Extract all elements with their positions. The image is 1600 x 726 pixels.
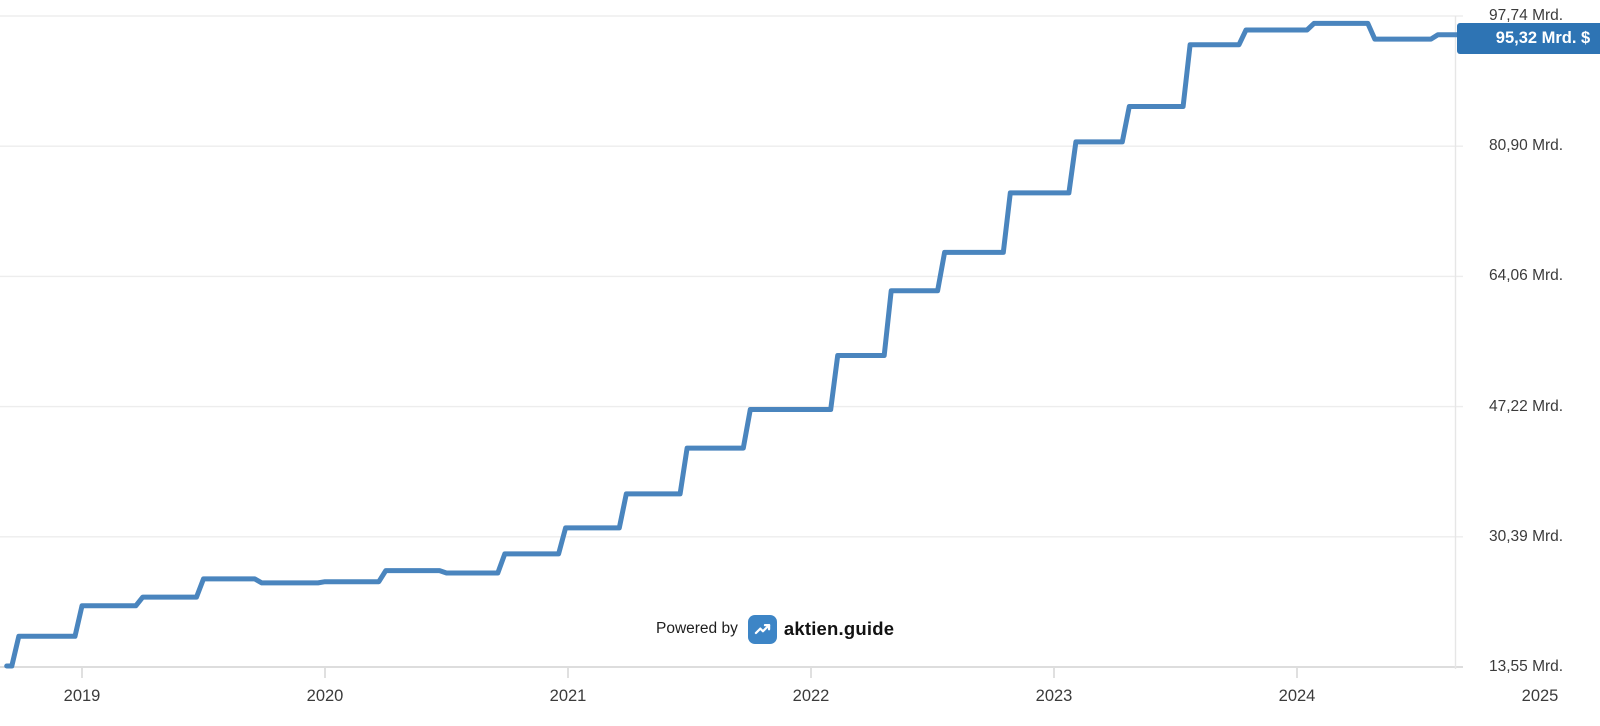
x-axis-label: 2019 — [63, 687, 101, 705]
y-axis-label: 47,22 Mrd. — [1489, 397, 1564, 415]
x-axis-label: 2020 — [306, 687, 344, 705]
last-value-label: 95,32 Mrd. $ — [1495, 29, 1591, 47]
x-axis-label: 2021 — [549, 687, 587, 705]
x-axis-label: 2023 — [1035, 687, 1073, 705]
x-axis-label: 2022 — [792, 687, 830, 705]
y-axis-label: 64,06 Mrd. — [1489, 267, 1564, 285]
last-value-badge: 95,32 Mrd. $ — [1457, 23, 1600, 54]
watermark: Powered by aktien.guide — [656, 613, 894, 645]
y-axis-label: 97,74 Mrd. — [1489, 7, 1564, 24]
series-line — [4, 20, 1462, 669]
y-axis-label: 80,90 Mrd. — [1489, 137, 1564, 155]
brand-text: aktien.guide — [783, 618, 895, 639]
y-axis-label: 30,39 Mrd. — [1489, 527, 1564, 545]
x-axis-label: 2024 — [1278, 687, 1316, 705]
x-axis-label: 2025 — [1521, 687, 1559, 705]
y-axis-label: 13,55 Mrd. — [1489, 658, 1564, 675]
aktien-guide-logo-icon — [747, 614, 777, 644]
aktien-guide-link[interactable]: aktien.guide — [747, 614, 895, 644]
powered-by-text: Powered by — [656, 620, 738, 637]
trending-up-icon — [754, 623, 771, 634]
